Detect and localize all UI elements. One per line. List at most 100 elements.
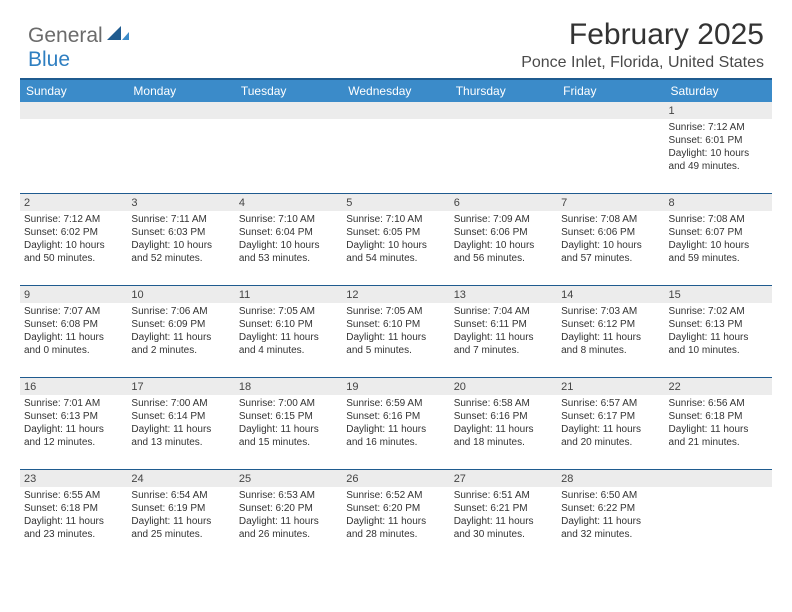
weekday-header: Tuesday [235, 80, 342, 102]
week-row: 9Sunrise: 7:07 AMSunset: 6:08 PMDaylight… [20, 286, 772, 378]
sunset-text: Sunset: 6:11 PM [454, 318, 553, 331]
sunset-text: Sunset: 6:06 PM [454, 226, 553, 239]
day-cell [127, 102, 234, 193]
daylight2-text: and 56 minutes. [454, 252, 553, 265]
month-title: February 2025 [521, 18, 764, 52]
sunset-text: Sunset: 6:18 PM [669, 410, 768, 423]
daylight1-text: Daylight: 11 hours [561, 423, 660, 436]
logo-text-blue: Blue [28, 48, 70, 71]
sunset-text: Sunset: 6:22 PM [561, 502, 660, 515]
day-cell [557, 102, 664, 193]
sunset-text: Sunset: 6:20 PM [346, 502, 445, 515]
sunrise-text: Sunrise: 7:02 AM [669, 305, 768, 318]
daylight1-text: Daylight: 11 hours [346, 423, 445, 436]
day-cell: 6Sunrise: 7:09 AMSunset: 6:06 PMDaylight… [450, 194, 557, 285]
logo-text: General Blue [28, 24, 129, 72]
day-cell: 4Sunrise: 7:10 AMSunset: 6:04 PMDaylight… [235, 194, 342, 285]
sunrise-text: Sunrise: 7:11 AM [131, 213, 230, 226]
daylight1-text: Daylight: 11 hours [131, 331, 230, 344]
sunset-text: Sunset: 6:13 PM [24, 410, 123, 423]
day-cell: 21Sunrise: 6:57 AMSunset: 6:17 PMDayligh… [557, 378, 664, 469]
weekday-header: Saturday [665, 80, 772, 102]
sunrise-text: Sunrise: 7:00 AM [131, 397, 230, 410]
sunrise-text: Sunrise: 6:55 AM [24, 489, 123, 502]
day-number: 22 [665, 378, 772, 395]
day-cell: 26 Sunrise: 6:52 AMSunset: 6:20 PMDayligh… [342, 470, 449, 562]
day-cell: 19Sunrise: 6:59 AMSunset: 6:16 PMDayligh… [342, 378, 449, 469]
day-cell: 5Sunrise: 7:10 AMSunset: 6:05 PMDaylight… [342, 194, 449, 285]
day-number [127, 102, 234, 119]
calendar: SundayMondayTuesdayWednesdayThursdayFrid… [20, 78, 772, 562]
day-number: 4 [235, 194, 342, 211]
daylight1-text: Daylight: 11 hours [346, 515, 445, 528]
daylight1-text: Daylight: 11 hours [561, 515, 660, 528]
day-cell: 25Sunrise: 6:53 AMSunset: 6:20 PMDayligh… [235, 470, 342, 562]
sunset-text: Sunset: 6:03 PM [131, 226, 230, 239]
day-number: 7 [557, 194, 664, 211]
title-block: February 2025 Ponce Inlet, Florida, Unit… [521, 18, 764, 72]
day-cell: 17Sunrise: 7:00 AMSunset: 6:14 PMDayligh… [127, 378, 234, 469]
day-number: 1 [665, 102, 772, 119]
daylight2-text: and 57 minutes. [561, 252, 660, 265]
sunset-text: Sunset: 6:14 PM [131, 410, 230, 423]
weekday-header: Wednesday [342, 80, 449, 102]
daylight2-text: and 54 minutes. [346, 252, 445, 265]
sunset-text: Sunset: 6:13 PM [669, 318, 768, 331]
day-number: 18 [235, 378, 342, 395]
daylight2-text: and 8 minutes. [561, 344, 660, 357]
day-cell: 2Sunrise: 7:12 AMSunset: 6:02 PMDaylight… [20, 194, 127, 285]
sunrise-text: Sunrise: 7:03 AM [561, 305, 660, 318]
sunset-text: Sunset: 6:17 PM [561, 410, 660, 423]
daylight2-text: and 50 minutes. [24, 252, 123, 265]
daylight2-text: and 21 minutes. [669, 436, 768, 449]
day-number [557, 102, 664, 119]
sunrise-text: Sunrise: 6:58 AM [454, 397, 553, 410]
sunset-text: Sunset: 6:10 PM [346, 318, 445, 331]
day-cell: 11Sunrise: 7:05 AMSunset: 6:10 PMDayligh… [235, 286, 342, 377]
weekday-header: Thursday [450, 80, 557, 102]
day-cell: 16Sunrise: 7:01 AMSunset: 6:13 PMDayligh… [20, 378, 127, 469]
sunset-text: Sunset: 6:09 PM [131, 318, 230, 331]
day-number: 2 [20, 194, 127, 211]
day-number: 5 [342, 194, 449, 211]
day-cell: 9Sunrise: 7:07 AMSunset: 6:08 PMDaylight… [20, 286, 127, 377]
day-cell: 15Sunrise: 7:02 AMSunset: 6:13 PMDayligh… [665, 286, 772, 377]
location: Ponce Inlet, Florida, United States [521, 54, 764, 72]
weeks-container: 1Sunrise: 7:12 AMSunset: 6:01 PMDaylight… [20, 102, 772, 562]
daylight2-text: and 32 minutes. [561, 528, 660, 541]
daylight1-text: Daylight: 11 hours [239, 423, 338, 436]
sunrise-text: Sunrise: 7:05 AM [239, 305, 338, 318]
sunset-text: Sunset: 6:07 PM [669, 226, 768, 239]
daylight1-text: Daylight: 11 hours [131, 423, 230, 436]
daylight2-text: and 16 minutes. [346, 436, 445, 449]
sunrise-text: Sunrise: 7:00 AM [239, 397, 338, 410]
sunrise-text: Sunrise: 6:54 AM [131, 489, 230, 502]
daylight1-text: Daylight: 11 hours [669, 423, 768, 436]
day-cell: 3Sunrise: 7:11 AMSunset: 6:03 PMDaylight… [127, 194, 234, 285]
day-number: 15 [665, 286, 772, 303]
sunrise-text: Sunrise: 6:50 AM [561, 489, 660, 502]
day-cell: 1Sunrise: 7:12 AMSunset: 6:01 PMDaylight… [665, 102, 772, 193]
daylight2-text: and 13 minutes. [131, 436, 230, 449]
day-cell [235, 102, 342, 193]
sunrise-text: Sunrise: 7:10 AM [346, 213, 445, 226]
daylight2-text: and 20 minutes. [561, 436, 660, 449]
sunset-text: Sunset: 6:12 PM [561, 318, 660, 331]
day-number: 25 [235, 470, 342, 487]
sunrise-text: Sunrise: 7:12 AM [669, 121, 768, 134]
sunrise-text: Sunrise: 6:59 AM [346, 397, 445, 410]
sunset-text: Sunset: 6:02 PM [24, 226, 123, 239]
daylight1-text: Daylight: 10 hours [561, 239, 660, 252]
daylight1-text: Daylight: 11 hours [239, 331, 338, 344]
day-cell: 23Sunrise: 6:55 AMSunset: 6:18 PMDayligh… [20, 470, 127, 562]
sunrise-text: Sunrise: 7:09 AM [454, 213, 553, 226]
day-number [235, 102, 342, 119]
day-cell: 8Sunrise: 7:08 AMSunset: 6:07 PMDaylight… [665, 194, 772, 285]
sunrise-text: Sunrise: 6:52 AM [346, 489, 445, 502]
week-row: 2Sunrise: 7:12 AMSunset: 6:02 PMDaylight… [20, 194, 772, 286]
day-number: 21 [557, 378, 664, 395]
day-number: 26 [342, 470, 449, 487]
header: General Blue February 2025 Ponce Inlet, … [0, 0, 792, 74]
sunset-text: Sunset: 6:16 PM [454, 410, 553, 423]
day-number: 9 [20, 286, 127, 303]
